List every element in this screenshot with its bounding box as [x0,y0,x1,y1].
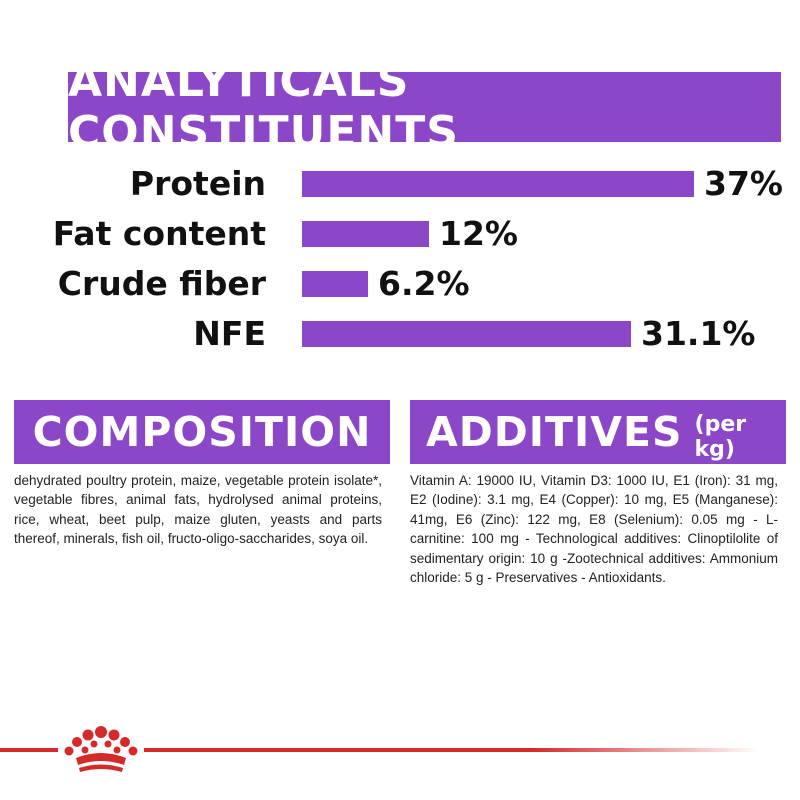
additives-text: Vitamin A: 19000 IU, Vitamin D3: 1000 IU… [410,473,778,586]
constituent-bar [302,271,368,297]
additives-subtitle: (per kg) [694,412,747,462]
crown-logo-icon [58,718,144,778]
constituent-label: Protein [129,164,266,203]
constituent-label: Crude fiber [57,264,266,303]
additives-title: ADDITIVES [426,408,683,456]
constituent-value: 12% [439,214,518,253]
constituent-label: NFE [193,314,266,353]
constituent-value: 37% [704,164,783,203]
constituent-value: 6.2% [378,264,470,303]
constituent-bar [302,321,631,347]
composition-title: COMPOSITION [32,408,372,456]
analytics-header: ANALYTICALS CONSTITUENTS [68,56,781,158]
constituent-label: Fat content [52,214,266,253]
constituent-value: 31.1% [641,314,756,353]
additives-header: ADDITIVES (per kg) [410,400,786,464]
constituent-bar [302,221,429,247]
composition-header: COMPOSITION [14,400,390,464]
constituent-bar [302,171,694,197]
analytics-title: ANALYTICALS CONSTITUENTS [68,56,459,158]
footer-line [0,748,760,752]
composition-text: dehydrated poultry protein, maize, veget… [14,473,382,547]
